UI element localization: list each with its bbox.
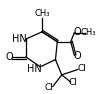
Text: O: O <box>5 52 13 62</box>
Text: HN: HN <box>28 64 42 74</box>
Text: CH₃: CH₃ <box>81 28 96 37</box>
Text: Cl: Cl <box>77 64 86 73</box>
Text: O: O <box>73 27 81 37</box>
Text: CH₃: CH₃ <box>34 9 50 18</box>
Text: O: O <box>73 51 81 61</box>
Text: HN: HN <box>12 34 27 44</box>
Text: Cl: Cl <box>69 78 78 87</box>
Text: Cl: Cl <box>45 83 54 92</box>
